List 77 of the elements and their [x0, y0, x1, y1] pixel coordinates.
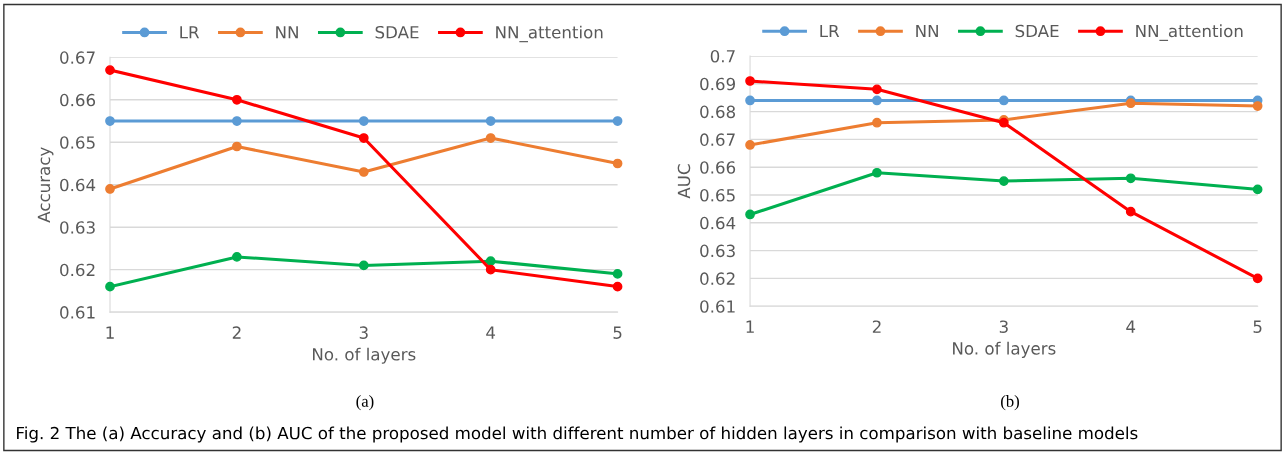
point [745, 140, 755, 150]
legend-label: SDAE [375, 25, 419, 39]
point [105, 116, 115, 126]
y-tick-label: 0.62 [700, 272, 735, 285]
point [232, 116, 242, 126]
point [358, 167, 369, 177]
point [745, 95, 755, 106]
x-tick-label: 2 [872, 320, 881, 333]
y-tick-label: 0.66 [700, 161, 736, 174]
x-tick-label: 4 [1126, 320, 1136, 333]
point [1125, 173, 1136, 184]
y-tick-label: 0.7 [710, 49, 735, 63]
x-tick-label: 1 [106, 326, 114, 339]
point [485, 264, 496, 275]
x-tick-label: 3 [999, 320, 1008, 333]
x-axis-title: No. of layers [313, 347, 416, 364]
point [485, 256, 496, 267]
x-tick-label: 5 [613, 326, 622, 339]
point [745, 76, 755, 86]
legend-label: NN [276, 26, 298, 39]
point [232, 141, 242, 152]
point [998, 176, 1009, 186]
point [232, 94, 242, 105]
y-tick-label: 0.69 [700, 77, 735, 91]
point [872, 167, 882, 178]
y-tick-label: 0.64 [700, 216, 736, 230]
caption: Fig. 2 The (a) Accuracy and (b) AUC of the proposed model with different number of hidden layers in comparison with baseline models [17, 426, 1138, 443]
text: (a) [356, 395, 374, 411]
x-tick-label: 5 [1253, 320, 1262, 333]
legend-label: NN_attention [1136, 24, 1243, 41]
y-tick-label: 0.63 [60, 221, 95, 234]
y-axis-title: Accuracy [37, 147, 54, 223]
text: (b) [1001, 395, 1019, 411]
y-tick-label: 0.61 [700, 300, 735, 313]
x-tick-label: 3 [359, 326, 368, 339]
legend-label: LR [180, 26, 200, 39]
y-tick-label: 0.62 [60, 263, 95, 277]
y-tick-label: 0.65 [60, 136, 95, 149]
point [105, 65, 115, 75]
y-tick-label: 0.68 [700, 105, 736, 119]
point [1125, 206, 1136, 217]
y-tick-label: 0.66 [60, 93, 96, 107]
point [1252, 101, 1263, 111]
point [105, 281, 115, 292]
y-tick-label: 0.61 [60, 306, 95, 319]
legend-label: LR [820, 24, 840, 38]
x-tick-label: 4 [486, 326, 496, 339]
y-axis-title: AUC [677, 164, 691, 199]
point [1252, 184, 1263, 195]
point [872, 95, 882, 106]
x-tick-label: 2 [232, 326, 241, 339]
point [358, 133, 369, 143]
point [358, 116, 369, 126]
point [612, 116, 623, 126]
point [1252, 273, 1263, 284]
point [612, 269, 623, 279]
point [872, 84, 882, 95]
point [612, 281, 623, 292]
legend-label: NN_attention [496, 25, 603, 43]
point [105, 184, 115, 194]
y-tick-label: 0.63 [700, 244, 735, 258]
legend-label: SDAE [1015, 24, 1059, 38]
x-axis-title: No. of layers [953, 341, 1056, 358]
y-tick-label: 0.67 [700, 133, 735, 146]
point [485, 133, 496, 143]
point [358, 260, 369, 271]
x-tick-label: 1 [746, 320, 754, 333]
point [998, 95, 1009, 106]
point [612, 158, 623, 169]
point [872, 117, 882, 128]
legend-label: NN [916, 24, 938, 38]
y-tick-label: 0.64 [60, 178, 96, 192]
point [745, 209, 755, 220]
point [485, 116, 496, 126]
y-tick-label: 0.65 [700, 188, 735, 202]
point [232, 252, 242, 262]
y-tick-label: 0.67 [60, 51, 95, 64]
